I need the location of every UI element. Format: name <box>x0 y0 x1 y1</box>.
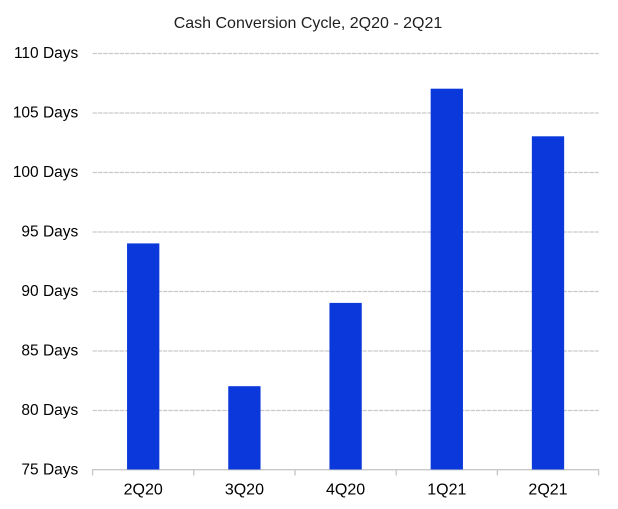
svg-text:2Q21: 2Q21 <box>528 482 567 499</box>
svg-text:95 Days: 95 Days <box>21 224 78 241</box>
svg-text:105 Days: 105 Days <box>13 105 79 122</box>
svg-text:100 Days: 100 Days <box>13 164 79 181</box>
svg-text:110 Days: 110 Days <box>14 45 79 62</box>
svg-text:85 Days: 85 Days <box>21 343 78 360</box>
svg-text:Cash Conversion Cycle, 2Q20 -: Cash Conversion Cycle, 2Q20 - 2Q21 <box>174 15 443 32</box>
svg-text:80 Days: 80 Days <box>21 402 78 419</box>
svg-text:90 Days: 90 Days <box>21 283 78 300</box>
svg-text:4Q20: 4Q20 <box>326 482 365 499</box>
svg-text:2Q20: 2Q20 <box>124 482 163 499</box>
svg-text:1Q21: 1Q21 <box>427 482 466 499</box>
svg-text:3Q20: 3Q20 <box>225 482 264 499</box>
svg-text:75 Days: 75 Days <box>21 462 78 479</box>
